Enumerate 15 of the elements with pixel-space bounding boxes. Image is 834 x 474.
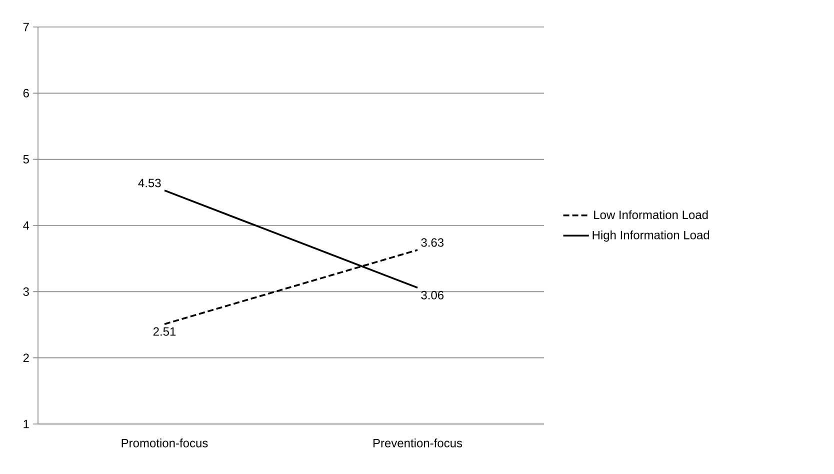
legend-label: Low Information Load <box>594 210 708 220</box>
y-tick-label: 3 <box>23 287 29 296</box>
x-tick-label: Prevention-focus <box>373 438 462 448</box>
y-tick-label: 6 <box>23 88 29 98</box>
data-label: 3.06 <box>421 290 444 300</box>
x-tick-label: Promotion-focus <box>122 438 208 448</box>
legend-label: High Information Load <box>592 230 710 242</box>
data-label: 2.51 <box>153 327 176 336</box>
y-tick-label: 4 <box>23 221 30 230</box>
data-label: 3.63 <box>421 238 444 247</box>
y-tick-label: 5 <box>23 155 29 164</box>
data-label: 4.53 <box>138 178 161 188</box>
y-tick-label: 2 <box>23 354 29 362</box>
y-tick-label: 7 <box>23 22 29 32</box>
y-tick-label: 1 <box>24 420 29 428</box>
